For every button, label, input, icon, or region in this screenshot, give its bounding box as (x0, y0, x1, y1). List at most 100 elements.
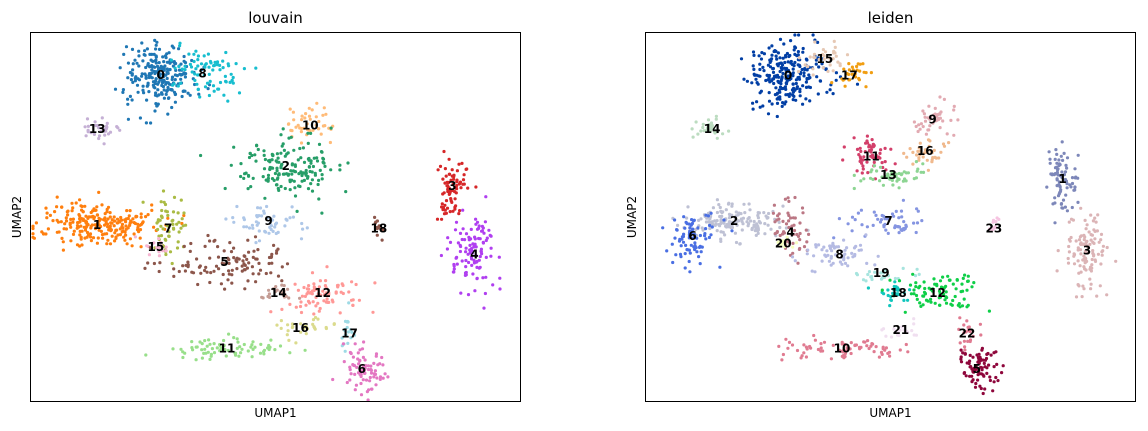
scatter-point (206, 350, 210, 354)
cluster-7-points (141, 189, 188, 266)
scatter-point (170, 261, 174, 266)
scatter-point (740, 228, 744, 232)
scatter-point (757, 54, 761, 58)
scatter-point (887, 350, 892, 354)
scatter-point (903, 310, 907, 314)
scatter-point (971, 355, 975, 359)
scatter-point (161, 227, 165, 231)
scatter-point (1050, 172, 1054, 176)
scatter-point (85, 221, 89, 226)
scatter-point (247, 261, 251, 265)
scatter-point (1057, 163, 1061, 168)
scatter-point (911, 272, 915, 276)
scatter-point (872, 160, 876, 164)
scatter-point (282, 172, 286, 176)
scatter-point (1001, 364, 1005, 368)
cluster-14-points (260, 283, 302, 300)
scatter-point (81, 210, 85, 214)
scatter-point (160, 91, 164, 95)
scatter-point (141, 59, 145, 63)
scatter-point (307, 165, 311, 169)
scatter-point (242, 254, 246, 258)
scatter-point (274, 159, 278, 163)
scatter-point (1064, 193, 1068, 197)
scatter-point (254, 241, 258, 245)
scatter-point (902, 291, 906, 295)
scatter-point (205, 344, 209, 348)
scatter-point (873, 270, 877, 274)
scatter-point (283, 186, 287, 191)
scatter-point (975, 353, 979, 357)
scatter-point (289, 169, 293, 173)
scatter-point (449, 178, 453, 182)
scatter-point (447, 186, 451, 190)
scatter-point (827, 259, 832, 263)
scatter-point (984, 356, 989, 361)
scatter-point (761, 65, 765, 69)
scatter-point (381, 376, 385, 380)
scatter-point (307, 284, 311, 288)
scatter-point (215, 346, 219, 350)
scatter-point (767, 91, 771, 95)
scatter-point (280, 291, 285, 295)
scatter-point (966, 274, 970, 278)
scatter-point (734, 210, 738, 214)
scatter-point (83, 125, 87, 129)
scatter-point (778, 225, 782, 230)
scatter-point (212, 64, 216, 68)
scatter-point (454, 220, 459, 224)
scatter-point (747, 216, 751, 220)
scatter-point (1073, 167, 1077, 171)
cluster-label: 18 (890, 286, 907, 300)
scatter-point (489, 254, 493, 258)
scatter-point (231, 75, 235, 80)
scatter-point (130, 244, 134, 248)
cluster-16-points (902, 138, 951, 172)
scatter-point (348, 368, 352, 372)
scatter-point (260, 214, 264, 218)
scatter-point (285, 152, 289, 156)
scatter-point (688, 226, 692, 230)
scatter-point (180, 67, 184, 71)
scatter-point (378, 377, 382, 381)
scatter-point (735, 223, 739, 227)
scatter-point (199, 153, 203, 158)
scatter-point (784, 87, 788, 91)
scatter-point (880, 328, 884, 332)
scatter-point (1083, 235, 1087, 239)
scatter-point (86, 124, 90, 128)
scatter-point (319, 293, 323, 297)
scatter-point (829, 263, 833, 267)
scatter-point (831, 241, 835, 245)
scatter-point (1093, 259, 1098, 263)
scatter-point (112, 219, 117, 223)
scatter-point (374, 352, 379, 356)
cluster-label: 9 (264, 214, 272, 228)
scatter-point (684, 220, 688, 224)
scatter-point (114, 228, 118, 232)
scatter-point (840, 77, 844, 81)
scatter-point (774, 54, 778, 58)
scatter-point (161, 249, 165, 253)
scatter-point (294, 305, 298, 309)
cluster-label: 3 (1083, 244, 1091, 258)
cluster-label: 23 (986, 222, 1003, 236)
scatter-point (938, 295, 943, 299)
scatter-point (834, 78, 838, 82)
scatter-point (865, 344, 869, 348)
scatter-point (99, 229, 103, 233)
scatter-point (1056, 194, 1061, 198)
scatter-point (968, 359, 972, 363)
scatter-point (892, 294, 896, 298)
scatter-point (122, 52, 126, 57)
scatter-point (207, 93, 211, 98)
cluster-label: 5 (973, 362, 981, 376)
scatter-point (294, 341, 298, 345)
scatter-point (131, 80, 135, 84)
scatter-point (55, 218, 59, 222)
scatter-point (879, 148, 883, 152)
scatter-point (730, 229, 734, 233)
scatter-point (176, 240, 180, 244)
scatter-point (778, 37, 783, 42)
scatter-point (242, 218, 246, 222)
